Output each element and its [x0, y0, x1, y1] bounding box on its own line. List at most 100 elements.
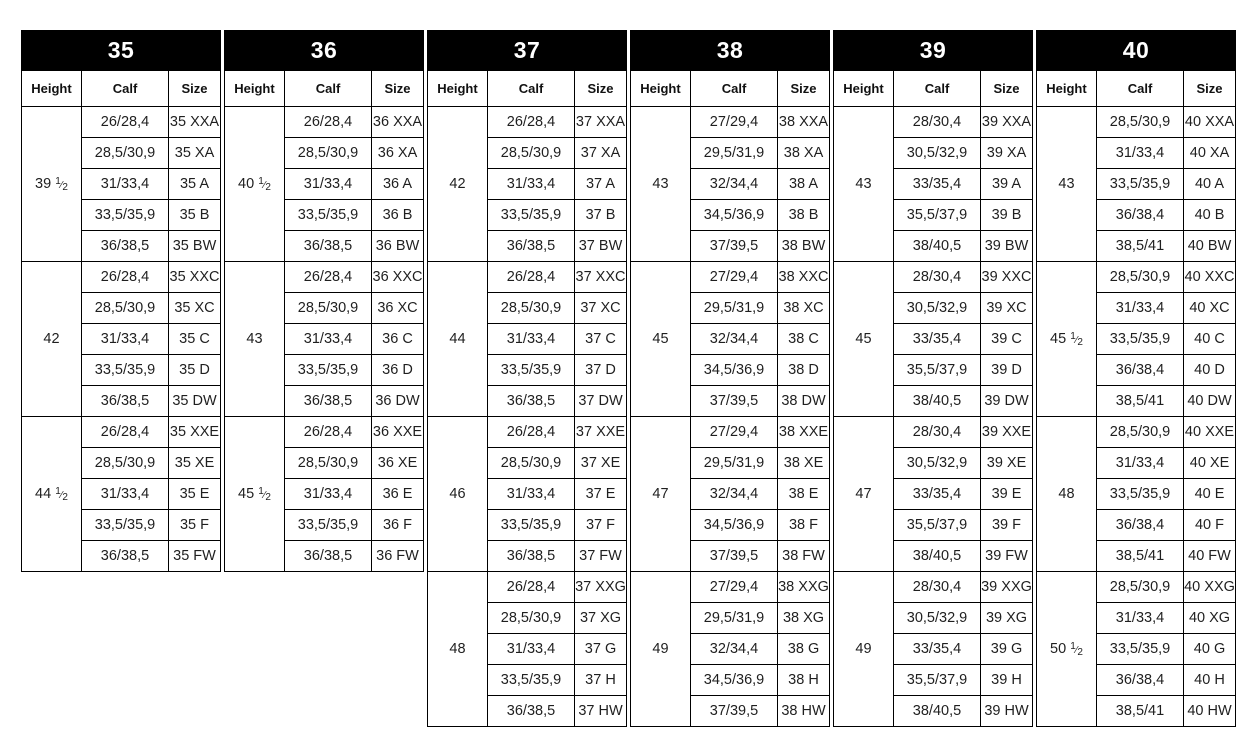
size-cell: 39 XXE [980, 416, 1033, 448]
calf-cell: 33,5/35,9 [1096, 478, 1184, 510]
calf-cell: 26/28,4 [284, 261, 372, 293]
table-row: 36/38,5 37 DW [428, 385, 627, 417]
height-cell: 42 [21, 261, 82, 417]
calf-cell: 28,5/30,9 [1096, 416, 1184, 448]
size-cell: 39 C [980, 323, 1033, 355]
size-cell: 40 C [1183, 323, 1236, 355]
size-cell: 39 XXA [980, 106, 1033, 138]
calf-cell: 30,5/32,9 [893, 447, 981, 479]
calf-cell: 32/34,4 [690, 168, 778, 200]
height-cell: 47 [833, 416, 894, 572]
size-cell: 38 XXE [777, 416, 830, 448]
calf-cell: 28,5/30,9 [487, 292, 575, 324]
size-cell: 35 XXC [168, 261, 221, 293]
table-row: 28,5/30,9 37 XC [428, 292, 627, 324]
group-size-header: 35 [21, 30, 221, 71]
calf-cell: 33,5/35,9 [81, 199, 169, 231]
calf-cell: 27/29,4 [690, 106, 778, 138]
calf-cell: 35,5/37,9 [893, 509, 981, 541]
height-block: 43 26/28,4 36 XXC 28,5/30,9 36 XC 31/33,4 36 C… [224, 261, 424, 417]
size-cell: 39 H [980, 664, 1033, 696]
table-row: 33,5/35,9 37 H [428, 664, 627, 696]
calf-cell: 30,5/32,9 [893, 602, 981, 634]
size-cell: 39 XE [980, 447, 1033, 479]
fraction-half: 1⁄2 [258, 176, 271, 193]
calf-cell: 33,5/35,9 [81, 509, 169, 541]
table-row: 31/33,4 36 C [225, 323, 424, 355]
size-cell: 40 XG [1183, 602, 1236, 634]
height-block: 45 1⁄2 28,5/30,9 40 XXC 31/33,4 40 XC 33,5/35… [1036, 261, 1236, 417]
size-cell: 37 XA [574, 137, 627, 169]
size-cell: 38 D [777, 354, 830, 386]
table-row: 36/38,5 37 HW [428, 695, 627, 727]
column-header-calf: Calf [284, 70, 372, 107]
size-cell: 35 XA [168, 137, 221, 169]
table-row: 33,5/35,9 35 B [22, 199, 221, 231]
height-block: 42 26/28,4 37 XXA 28,5/30,9 37 XA 31/33,4 37 A… [427, 106, 627, 262]
size-group-36: 36 Height Calf Size 40 1⁄2 26/28,4 36 XXA 28,5/… [224, 30, 424, 572]
table-row: 34,5/36,9 38 B [631, 199, 830, 231]
size-cell: 36 XXE [371, 416, 424, 448]
height-cell: 43 [1036, 106, 1097, 262]
size-cell: 38 A [777, 168, 830, 200]
calf-cell: 26/28,4 [81, 106, 169, 138]
calf-cell: 38/40,5 [893, 385, 981, 417]
height-block: 50 1⁄2 28,5/30,9 40 XXG 31/33,4 40 XG 33,5/35… [1036, 571, 1236, 727]
calf-cell: 36/38,5 [487, 540, 575, 572]
height-cell: 40 1⁄2 [224, 106, 285, 262]
calf-cell: 30,5/32,9 [893, 292, 981, 324]
calf-cell: 36/38,4 [1096, 354, 1184, 386]
table-row: 29,5/31,9 38 XC [631, 292, 830, 324]
calf-cell: 33,5/35,9 [487, 509, 575, 541]
height-block: 46 26/28,4 37 XXE 28,5/30,9 37 XE 31/33,4 37 E… [427, 416, 627, 572]
table-row: 36/38,5 35 BW [22, 230, 221, 262]
table-row: 34,5/36,9 38 D [631, 354, 830, 386]
column-header-calf: Calf [1096, 70, 1184, 107]
height-block: 42 26/28,4 35 XXC 28,5/30,9 35 XC 31/33,4 35 C… [21, 261, 221, 417]
table-row: 33,5/35,9 37 B [428, 199, 627, 231]
table-row: 36/38,5 37 BW [428, 230, 627, 262]
size-cell: 36 FW [371, 540, 424, 572]
size-cell: 35 B [168, 199, 221, 231]
table-row: 31/33,4 40 XE [1037, 447, 1236, 479]
table-row: 42 26/28,4 37 XXA [427, 106, 627, 262]
size-cell: 40 XXE [1183, 416, 1236, 448]
calf-cell: 34,5/36,9 [690, 199, 778, 231]
calf-cell: 28,5/30,9 [284, 137, 372, 169]
size-cell: 39 XXG [980, 571, 1033, 603]
height-block: 44 26/28,4 37 XXC 28,5/30,9 37 XC 31/33,4 37 C… [427, 261, 627, 417]
table-row: 31/33,4 35 C [22, 323, 221, 355]
height-block: 48 28,5/30,9 40 XXE 31/33,4 40 XE 33,5/35,9 40… [1036, 416, 1236, 572]
calf-cell: 26/28,4 [487, 261, 575, 293]
height-cell: 44 1⁄2 [21, 416, 82, 572]
calf-cell: 28,5/30,9 [284, 447, 372, 479]
size-cell: 37 A [574, 168, 627, 200]
size-cell: 39 DW [980, 385, 1033, 417]
group-size-header: 39 [833, 30, 1033, 71]
calf-cell: 27/29,4 [690, 261, 778, 293]
column-header-size: Size [371, 70, 424, 107]
table-row: 44 26/28,4 37 XXC [427, 261, 627, 417]
calf-cell: 31/33,4 [487, 478, 575, 510]
subheader-row: Height Calf Size [21, 70, 221, 107]
calf-cell: 33,5/35,9 [1096, 633, 1184, 665]
calf-cell: 36/38,5 [81, 540, 169, 572]
column-header-height: Height [833, 70, 894, 107]
calf-cell: 27/29,4 [690, 416, 778, 448]
size-cell: 37 B [574, 199, 627, 231]
table-row: 45 1⁄2 28,5/30,9 40 XXC [1036, 261, 1236, 417]
size-cell: 39 G [980, 633, 1033, 665]
calf-cell: 35,5/37,9 [893, 354, 981, 386]
table-row: 29,5/31,9 38 XE [631, 447, 830, 479]
height-cell: 45 1⁄2 [224, 416, 285, 572]
calf-cell: 28/30,4 [893, 571, 981, 603]
table-row: 50 1⁄2 28,5/30,9 40 XXG [1036, 571, 1236, 727]
table-row: 36/38,4 40 D [1037, 354, 1236, 386]
calf-cell: 33,5/35,9 [487, 354, 575, 386]
calf-cell: 34,5/36,9 [690, 509, 778, 541]
table-row: 28,5/30,9 37 XG [428, 602, 627, 634]
calf-cell: 38/40,5 [893, 695, 981, 727]
height-cell: 48 [1036, 416, 1097, 572]
calf-cell: 37/39,5 [690, 385, 778, 417]
fraction-half: 1⁄2 [55, 176, 68, 193]
